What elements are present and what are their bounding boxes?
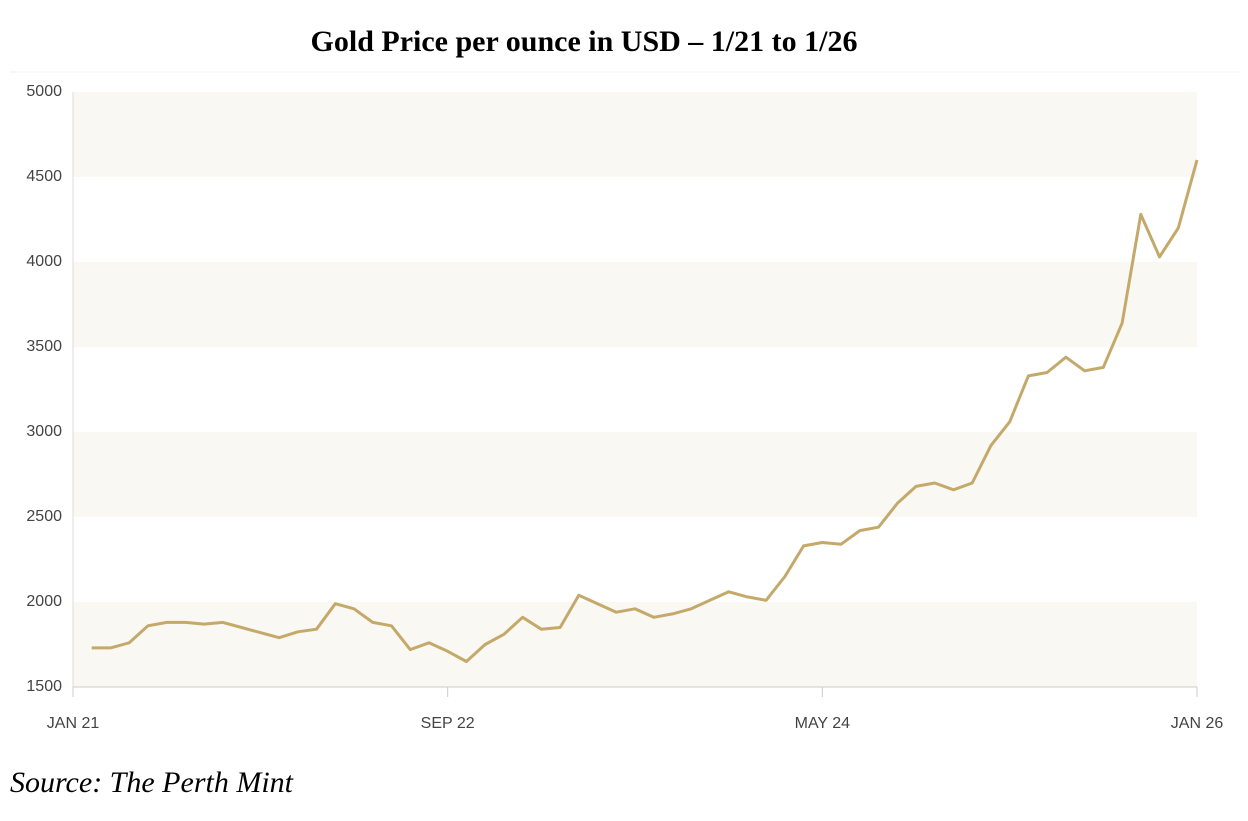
x-tick-label: JAN 26 [1171, 715, 1224, 732]
x-tick-label: JAN 21 [47, 715, 100, 732]
y-tick-label: 1500 [26, 678, 62, 695]
grid-band [73, 92, 1197, 177]
y-tick-label: 3000 [26, 423, 62, 440]
x-tick-label: MAY 24 [795, 715, 851, 732]
y-tick-label: 3500 [26, 338, 62, 355]
source-note: Source: The Perth Mint [10, 766, 294, 799]
y-tick-label: 2500 [26, 508, 62, 525]
y-tick-label: 5000 [26, 83, 62, 100]
y-tick-label: 4500 [26, 168, 62, 185]
grid-band [73, 262, 1197, 347]
grid-band [73, 602, 1197, 687]
x-tick-label: SEP 22 [421, 715, 475, 732]
grid-band [73, 432, 1197, 517]
y-tick-label: 4000 [26, 253, 62, 270]
y-tick-label: 2000 [26, 593, 62, 610]
chart-title: Gold Price per ounce in USD – 1/21 to 1/… [311, 25, 858, 58]
price-line [91, 159, 1199, 663]
